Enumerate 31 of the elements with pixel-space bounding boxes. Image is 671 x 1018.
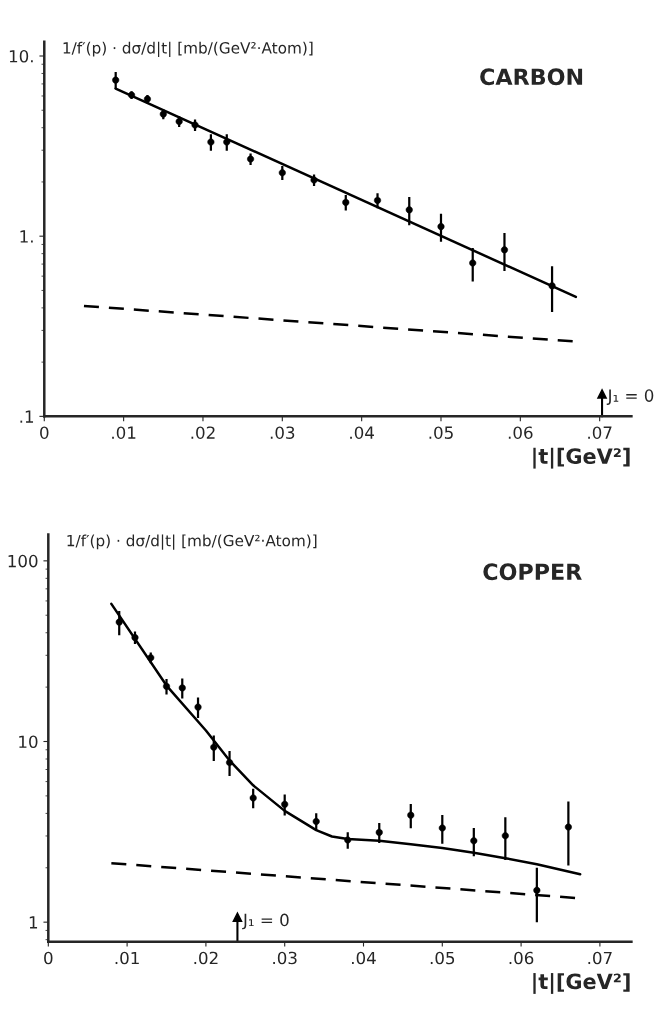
x-tick-label: .02 xyxy=(191,426,215,439)
x-tick-label: 0 xyxy=(40,426,49,439)
line-series xyxy=(110,602,582,876)
y-tick-label: .1 xyxy=(20,410,34,423)
y-tick-label: 10. xyxy=(9,49,33,63)
x-tick-label: .07 xyxy=(588,426,612,439)
x-tick-label: .01 xyxy=(115,951,139,965)
text: CARBON xyxy=(480,68,583,86)
x-tick-label: .04 xyxy=(352,951,376,965)
y-axis-title: 1/f′(p) · dσ/d|t| [mb/(GeV²·Atom)] xyxy=(63,41,313,58)
x-tick-label: .07 xyxy=(588,951,612,965)
y-tick-label: 100 xyxy=(8,554,38,568)
x-tick-label: .01 xyxy=(112,426,136,439)
x-axis-title: |t|[GeV²] xyxy=(533,973,630,994)
x-axis-title: |t|[GeV²] xyxy=(533,447,630,469)
x-tick-label: 0 xyxy=(44,951,53,965)
x-tick-label: .05 xyxy=(430,951,455,965)
ref-line-label: J₁ = 0 xyxy=(242,913,289,930)
x-tick-label: .02 xyxy=(194,951,218,965)
y-tick-label: 1. xyxy=(20,230,33,243)
x-tick-label: .06 xyxy=(508,426,533,439)
x-tick-label: .03 xyxy=(273,951,297,965)
ref-line-label: J₁ = 0 xyxy=(606,389,654,405)
x-tick-label: .05 xyxy=(429,426,453,439)
y-tick-label: 1 xyxy=(29,916,38,929)
y-tick-label: 10 xyxy=(19,735,38,749)
text: COPPER xyxy=(483,563,582,581)
x-tick-label: .03 xyxy=(270,426,295,439)
y-axis-title: 1/f′(p) · dσ/d|t| [mb/(GeV²·Atom)] xyxy=(67,534,317,550)
x-tick-label: .04 xyxy=(350,426,374,439)
x-tick-label: .06 xyxy=(509,951,534,965)
